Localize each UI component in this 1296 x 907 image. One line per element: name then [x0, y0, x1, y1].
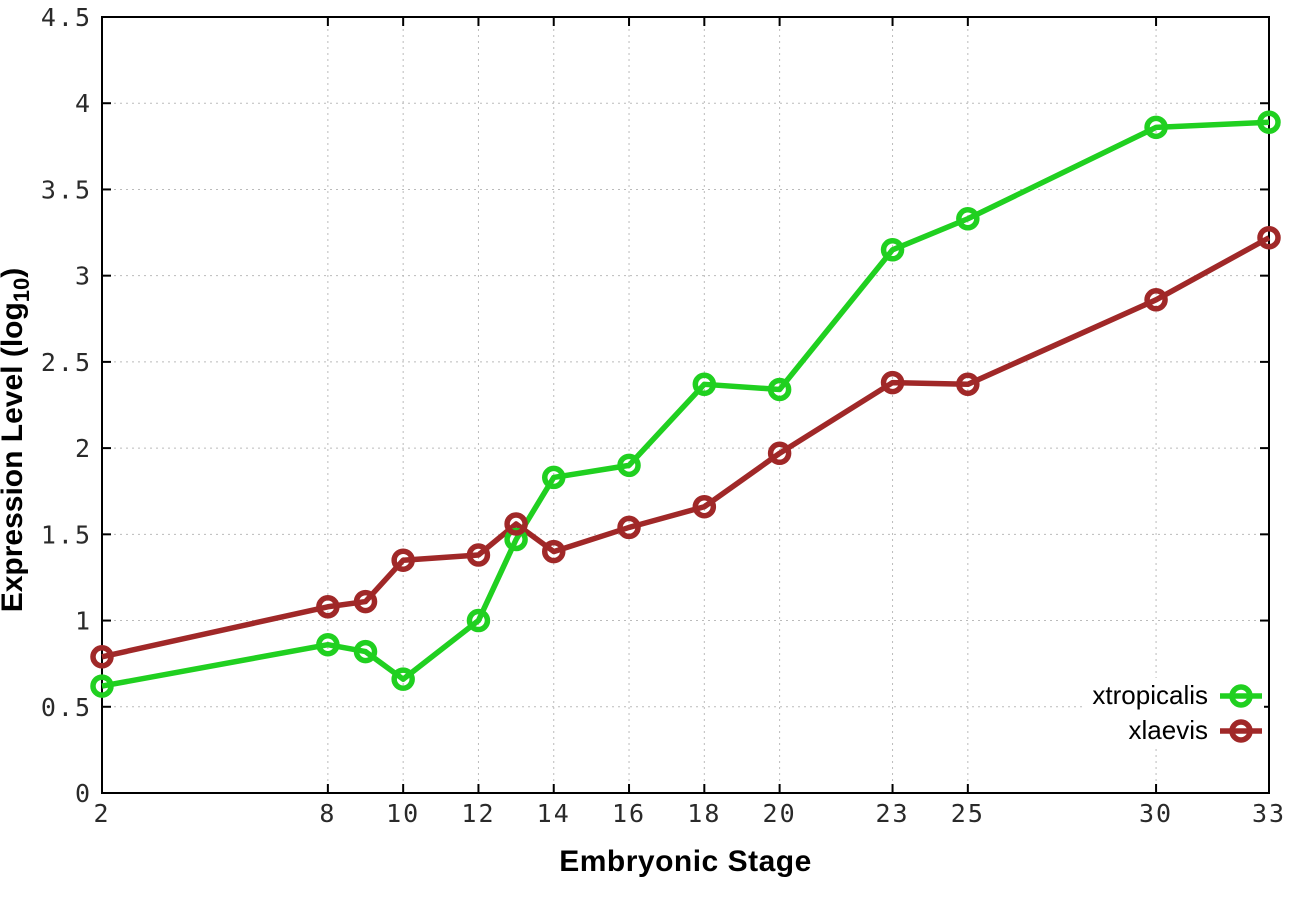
data-point-xtropicalis-20 [767, 377, 792, 402]
y-tick-label-3: 3 [75, 262, 92, 291]
data-point-xtropicalis-16 [617, 453, 641, 478]
data-point-xtropicalis-9 [353, 639, 378, 664]
y-tick-label-2.5: 2.5 [41, 348, 92, 377]
data-point-xtropicalis-30 [1144, 115, 1168, 140]
x-tick-label-23: 23 [875, 799, 909, 828]
data-point-xlaevis-30 [1144, 288, 1168, 312]
y-axis-label: Expression Level (log10) [0, 268, 34, 613]
y-tick-label-0: 0 [75, 779, 92, 808]
x-tick-label-16: 16 [612, 799, 646, 828]
y-tick-label-4: 4 [75, 89, 92, 118]
data-point-xtropicalis-25 [956, 207, 980, 231]
series-line-xtropicalis [101, 119, 1270, 689]
x-tick-label-2: 2 [93, 799, 110, 828]
y-tick-label-2: 2 [75, 434, 92, 463]
data-point-xlaevis-18 [692, 494, 717, 519]
data-point-xtropicalis-8 [316, 632, 340, 657]
y-tick-label-4.5: 4.5 [41, 3, 92, 32]
data-point-xtropicalis-33 [1257, 110, 1281, 134]
data-point-xlaevis-23 [880, 370, 905, 395]
y-tick-label-1.5: 1.5 [41, 520, 92, 549]
legend-label-xtropicalis: xtropicalis [1092, 680, 1208, 710]
series-line-xlaevis [101, 235, 1271, 660]
x-axis-label: Embryonic Stage [559, 845, 812, 878]
legend-marker-xtropicalis-icon [1220, 683, 1262, 708]
data-point-xlaevis-16 [617, 515, 641, 540]
data-point-xlaevis-8 [316, 595, 340, 619]
data-point-xtropicalis-23 [880, 238, 905, 262]
data-point-xlaevis-14 [541, 539, 566, 564]
data-point-xtropicalis-2 [90, 674, 114, 698]
data-point-xlaevis-10 [391, 548, 415, 572]
legend: xtropicalis xlaevis [1082, 678, 1264, 748]
data-point-xtropicalis-12 [466, 608, 491, 633]
data-point-xlaevis-13 [504, 512, 528, 536]
x-tick-label-33: 33 [1252, 799, 1286, 828]
x-tick-label-25: 25 [951, 799, 985, 828]
x-tick-label-8: 8 [319, 799, 336, 828]
plot-border [101, 16, 1270, 794]
x-tick-label-20: 20 [763, 799, 797, 828]
data-point-xlaevis-12 [466, 543, 491, 567]
y-tick-label-3.5: 3.5 [41, 175, 92, 204]
x-tick-label-10: 10 [386, 799, 420, 828]
legend-marker-xlaevis-icon [1220, 718, 1262, 743]
data-point-xtropicalis-10 [391, 667, 415, 691]
data-point-xlaevis-2 [90, 645, 114, 669]
legend-item-xlaevis: xlaevis [1092, 713, 1264, 748]
x-tick-label-14: 14 [537, 799, 571, 828]
data-point-xlaevis-25 [956, 372, 980, 397]
y-tick-label-0.5: 0.5 [41, 693, 92, 722]
data-point-xtropicalis-18 [692, 372, 717, 397]
x-tick-label-18: 18 [687, 799, 721, 828]
legend-item-xtropicalis: xtropicalis [1092, 678, 1264, 713]
legend-label-xlaevis: xlaevis [1128, 715, 1208, 745]
x-tick-label-12: 12 [461, 799, 495, 828]
data-point-xlaevis-33 [1257, 225, 1281, 250]
data-point-xlaevis-20 [767, 441, 792, 466]
x-tick-label-30: 30 [1139, 799, 1173, 828]
data-point-xlaevis-9 [353, 589, 378, 614]
data-point-xtropicalis-14 [541, 465, 566, 490]
y-tick-label-1: 1 [75, 607, 92, 636]
